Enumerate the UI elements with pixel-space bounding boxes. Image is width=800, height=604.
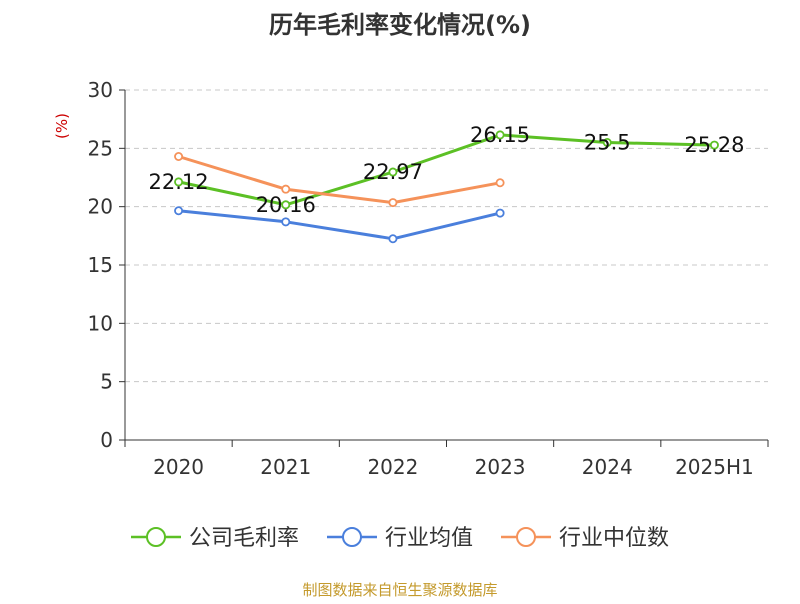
- series-line: [178, 133, 715, 207]
- data-point: [602, 137, 612, 147]
- data-point: [495, 208, 505, 218]
- series-lines: [174, 130, 719, 244]
- legend-marker: [146, 527, 166, 547]
- data-label: 20.16: [256, 193, 316, 217]
- legend: 公司毛利率 行业均值 行业中位数: [131, 526, 669, 551]
- x-tick-label: 2020: [153, 455, 204, 479]
- x-tick-label: 2022: [367, 455, 418, 479]
- x-tick-label: 2023: [475, 455, 526, 479]
- data-point: [174, 177, 184, 187]
- data-point: [174, 206, 184, 216]
- x-tick-label: 2021: [260, 455, 311, 479]
- legend-marker: [342, 527, 362, 547]
- data-point: [281, 217, 291, 227]
- data-point: [495, 130, 505, 140]
- data-label: 25.5: [584, 131, 631, 155]
- legend-item: 行业均值: [327, 526, 473, 551]
- data-label: 22.97: [363, 160, 423, 184]
- series-line: [178, 155, 501, 205]
- y-tick-label: 25: [88, 136, 113, 160]
- source-note: 制图数据来自恒生聚源数据库: [302, 581, 497, 599]
- data-point: [495, 178, 505, 188]
- grid-lines: [125, 89, 768, 383]
- data-label: 22.12: [149, 170, 209, 194]
- series-line: [178, 209, 501, 241]
- y-tick-label: 15: [88, 253, 113, 277]
- data-point: [281, 200, 291, 210]
- x-tick-label: 2024: [582, 455, 633, 479]
- data-labels: 22.12 20.16 22.97 26.15 25.5 25.28: [149, 123, 745, 217]
- data-point: [709, 140, 719, 150]
- axes: 0 5 10 15 20 25 30 2020 2021 2022 2023 2024 2025H1: [88, 78, 769, 479]
- legend-item: 行业中位数: [501, 526, 669, 551]
- y-tick-label: 30: [88, 78, 113, 102]
- data-point: [388, 167, 398, 177]
- data-point: [281, 184, 291, 194]
- y-tick-label: 0: [100, 428, 113, 452]
- legend-label: 行业均值: [385, 526, 473, 551]
- y-tick-label: 5: [100, 370, 113, 394]
- data-label: 26.15: [470, 123, 530, 147]
- legend-item: 公司毛利率: [131, 526, 299, 551]
- x-tick-label: 2025H1: [675, 455, 754, 479]
- data-point: [174, 151, 184, 161]
- legend-label: 行业中位数: [559, 526, 669, 551]
- data-point: [388, 234, 398, 244]
- legend-marker: [516, 527, 536, 547]
- y-tick-label: 20: [88, 195, 113, 219]
- y-tick-label: 10: [88, 311, 113, 335]
- data-point: [388, 198, 398, 208]
- y-axis-label: (%): [53, 113, 71, 139]
- data-label: 25.28: [684, 133, 744, 157]
- legend-label: 公司毛利率: [189, 526, 299, 551]
- chart-title: 历年毛利率变化情况(%): [269, 11, 531, 39]
